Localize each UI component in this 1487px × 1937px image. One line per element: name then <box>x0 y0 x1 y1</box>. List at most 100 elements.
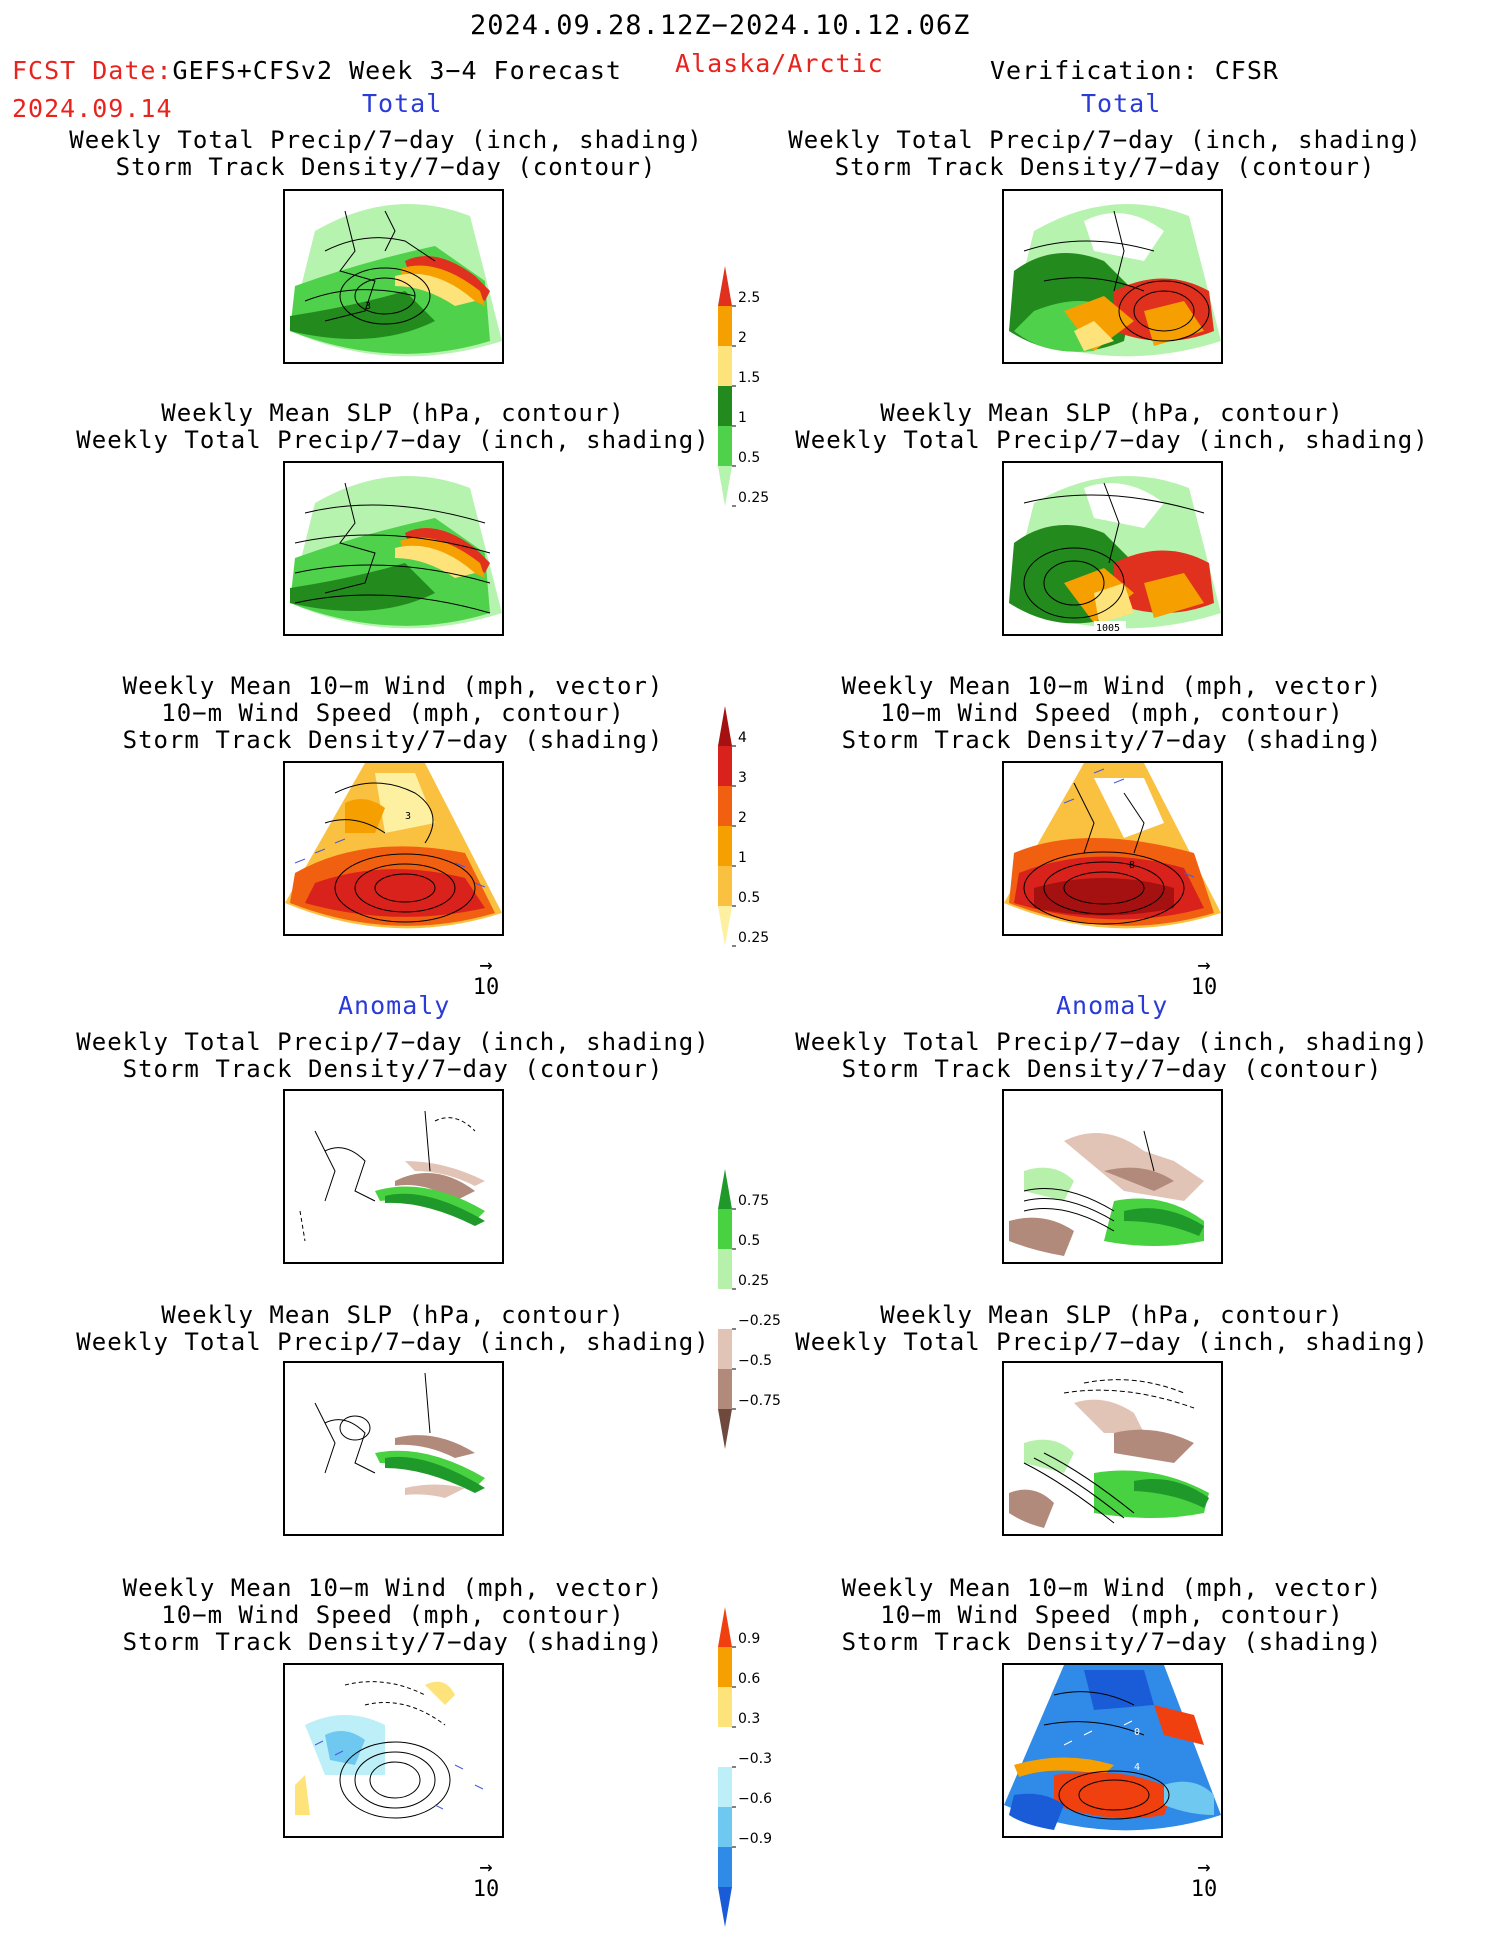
colorbar-label: 1 <box>738 850 747 866</box>
vector-reference: → 10 <box>1179 1857 1229 1901</box>
colorbar-label: 0.5 <box>738 450 760 466</box>
contour-label: 4 <box>1134 1762 1140 1773</box>
colorbar-segment <box>718 266 732 306</box>
colorbar-segment <box>718 1607 732 1647</box>
colorbar-label: 2.5 <box>738 290 760 306</box>
map-verification-total-wind-track: 8 <box>1002 761 1223 936</box>
colorbar-segment <box>718 1727 732 1767</box>
contour-label: 1005 <box>1096 623 1120 634</box>
map-forecast-total-precip-track: 3 <box>283 189 504 364</box>
map-forecast-anomaly-precip-track <box>283 1089 504 1264</box>
colorbar-segment <box>718 826 732 866</box>
map-verification-total-precip-track <box>1002 189 1223 364</box>
colorbar-segment <box>718 1169 732 1209</box>
colorbar-label: 0.25 <box>738 490 769 506</box>
colorbar-label: 0.6 <box>738 1671 760 1687</box>
colorbar-segment <box>718 866 732 906</box>
colorbar-segment <box>718 346 732 386</box>
fcst-date-value: 2024.09.14 <box>12 94 173 123</box>
colorbar-label: 3 <box>738 770 747 786</box>
colorbar-precip-total: 2.5 2 1.5 1 0.5 0.25 <box>718 266 788 516</box>
colorbar-label: 0.5 <box>738 890 760 906</box>
colorbar-label: −0.25 <box>738 1313 781 1329</box>
colorbar-segment <box>718 1369 732 1409</box>
colorbar-label: 0.5 <box>738 1233 760 1249</box>
contour-label: 8 <box>1129 860 1135 871</box>
panel-title: Weekly Mean SLP (hPa, contour) Weekly Tot… <box>76 1301 710 1356</box>
colorbar-precip-anomaly: 0.75 0.5 0.25 −0.25 −0.5 −0.75 <box>718 1169 788 1459</box>
colorbar-segment <box>718 426 732 466</box>
colorbar-segment <box>718 1249 732 1289</box>
colorbar-track-anomaly: 0.9 0.6 0.3 −0.3 −0.6 −0.9 <box>718 1607 788 1937</box>
contour-label: 3 <box>365 301 371 312</box>
panel-title: Weekly Total Precip/7−day (inch, shading… <box>795 1028 1429 1083</box>
panel-title: Weekly Mean 10−m Wind (mph, vector) 10−m … <box>122 672 664 754</box>
colorbar-segment <box>718 1847 732 1887</box>
colorbar-label: −0.75 <box>738 1393 781 1409</box>
fcst-date-label: FCST Date: <box>12 56 173 85</box>
colorbar-label: −0.6 <box>738 1791 772 1807</box>
region-title: Alaska/Arctic <box>675 49 884 78</box>
colorbar-segment <box>718 1807 732 1847</box>
map-verification-anomaly-precip-track <box>1002 1089 1223 1264</box>
colorbar-segment <box>718 386 732 426</box>
colorbar-segment <box>718 706 732 746</box>
colorbar-label: 0.75 <box>738 1193 769 1209</box>
model-title: GEFS+CFSv2 Week 3−4 Forecast <box>172 56 622 85</box>
colorbar-label: 1.5 <box>738 370 760 386</box>
vector-reference: → 10 <box>461 955 511 999</box>
colorbar-label: −0.5 <box>738 1353 772 1369</box>
panel-title: Weekly Mean 10−m Wind (mph, vector) 10−m … <box>122 1574 664 1656</box>
panel-title: Weekly Total Precip/7−day (inch, shading… <box>69 126 703 181</box>
date-range-title: 2024.09.28.12Z−2024.10.12.06Z <box>470 10 971 41</box>
colorbar-segment <box>718 466 732 506</box>
colorbar-segment <box>718 1687 732 1727</box>
arrow-right-icon: → <box>1197 1855 1211 1880</box>
map-verification-total-slp-precip: 1005 <box>1002 461 1223 636</box>
section-anomaly-left: Anomaly <box>338 991 451 1020</box>
colorbar-segment <box>718 906 732 946</box>
colorbar-label: 4 <box>738 730 747 746</box>
panel-title: Weekly Total Precip/7−day (inch, shading… <box>788 126 1422 181</box>
colorbar-label: 0.25 <box>738 1273 769 1289</box>
section-total-right: Total <box>1081 89 1162 118</box>
verification-title: Verification: CFSR <box>990 56 1279 85</box>
colorbar-segment <box>718 306 732 346</box>
section-anomaly-right: Anomaly <box>1056 991 1169 1020</box>
map-verification-anomaly-wind-track: 0 4 <box>1002 1663 1223 1838</box>
map-forecast-anomaly-slp-precip <box>283 1361 504 1536</box>
colorbar-segment <box>718 1209 732 1249</box>
colorbar-segment <box>718 1767 732 1807</box>
panel-title: Weekly Mean 10−m Wind (mph, vector) 10−m … <box>841 1574 1383 1656</box>
colorbar-label: −0.9 <box>738 1831 772 1847</box>
arrow-right-icon: → <box>479 1855 493 1880</box>
colorbar-segment <box>718 1329 732 1369</box>
panel-title: Weekly Mean SLP (hPa, contour) Weekly Tot… <box>76 399 710 454</box>
panel-title: Weekly Mean 10−m Wind (mph, vector) 10−m … <box>841 672 1383 754</box>
forecast-info-line: FCST Date:GEFS+CFSv2 Week 3−4 Forecast <box>12 56 622 85</box>
colorbar-segment <box>718 1647 732 1687</box>
colorbar-segment <box>718 1409 732 1449</box>
panel-title: Weekly Total Precip/7−day (inch, shading… <box>76 1028 710 1083</box>
arrow-right-icon: → <box>479 953 493 978</box>
vector-reference: → 10 <box>1179 955 1229 999</box>
colorbar-label: 1 <box>738 410 747 426</box>
colorbar-label: 2 <box>738 810 747 826</box>
contour-label: 0 <box>1134 1727 1140 1738</box>
arrow-right-icon: → <box>1197 953 1211 978</box>
colorbar-label: 0.25 <box>738 930 769 946</box>
colorbar-segment <box>718 1887 732 1927</box>
panel-title: Weekly Mean SLP (hPa, contour) Weekly Tot… <box>795 1301 1429 1356</box>
colorbar-segment <box>718 1289 732 1329</box>
map-forecast-total-slp-precip <box>283 461 504 636</box>
colorbar-segment <box>718 746 732 786</box>
vector-reference: → 10 <box>461 1857 511 1901</box>
colorbar-segment <box>718 786 732 826</box>
colorbar-label: −0.3 <box>738 1751 772 1767</box>
contour-label: 3 <box>405 811 411 822</box>
map-forecast-total-wind-track: 3 <box>283 761 504 936</box>
colorbar-label: 2 <box>738 330 747 346</box>
colorbar-label: 0.9 <box>738 1631 760 1647</box>
map-verification-anomaly-slp-precip <box>1002 1361 1223 1536</box>
section-total-left: Total <box>362 89 443 118</box>
